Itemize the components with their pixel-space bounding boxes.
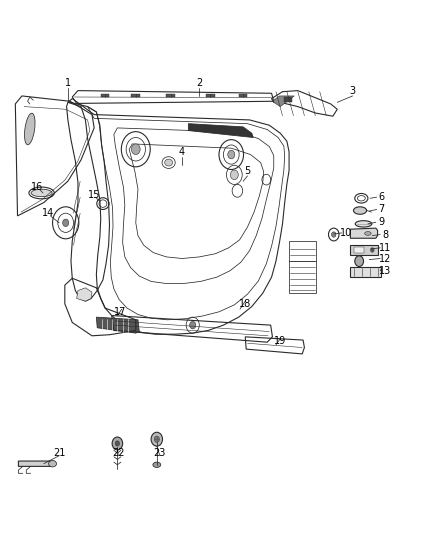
Text: 13: 13 <box>379 266 392 276</box>
Circle shape <box>228 150 235 159</box>
Ellipse shape <box>353 207 367 214</box>
Circle shape <box>154 436 159 442</box>
Circle shape <box>190 321 196 329</box>
Text: 6: 6 <box>378 192 384 202</box>
Ellipse shape <box>153 462 161 467</box>
Polygon shape <box>18 461 55 466</box>
Text: 5: 5 <box>244 166 251 175</box>
Bar <box>206 94 215 97</box>
Polygon shape <box>77 288 92 301</box>
Text: 1: 1 <box>65 78 71 87</box>
Ellipse shape <box>49 461 57 467</box>
Bar <box>239 94 247 97</box>
Text: 12: 12 <box>379 254 392 263</box>
Polygon shape <box>188 124 253 138</box>
Text: 11: 11 <box>379 243 392 253</box>
Circle shape <box>355 256 364 266</box>
Ellipse shape <box>31 189 52 197</box>
Text: 18: 18 <box>239 299 251 309</box>
Bar <box>284 97 292 102</box>
Text: 17: 17 <box>114 307 127 317</box>
Ellipse shape <box>364 231 371 235</box>
Bar <box>166 94 175 97</box>
Circle shape <box>370 247 374 253</box>
Polygon shape <box>350 266 381 277</box>
Circle shape <box>131 144 140 155</box>
Polygon shape <box>274 96 294 107</box>
Circle shape <box>230 170 238 180</box>
Circle shape <box>63 219 69 227</box>
Text: 8: 8 <box>382 230 389 239</box>
Text: 16: 16 <box>31 182 43 191</box>
Circle shape <box>112 437 123 450</box>
Text: 15: 15 <box>88 190 100 199</box>
Ellipse shape <box>25 113 35 145</box>
Text: 2: 2 <box>196 78 202 87</box>
Circle shape <box>151 432 162 446</box>
Bar <box>354 247 364 253</box>
Circle shape <box>332 232 336 237</box>
Polygon shape <box>350 228 378 238</box>
Bar <box>101 94 110 97</box>
Text: 4: 4 <box>179 147 185 157</box>
Text: 21: 21 <box>53 448 65 458</box>
Ellipse shape <box>355 221 372 227</box>
Text: 14: 14 <box>42 208 54 218</box>
Bar <box>131 94 140 97</box>
Text: 22: 22 <box>112 448 124 458</box>
Ellipse shape <box>165 159 173 166</box>
Text: 9: 9 <box>378 217 384 227</box>
Circle shape <box>115 441 120 446</box>
Polygon shape <box>350 245 378 255</box>
Text: 10: 10 <box>340 228 352 238</box>
Text: 23: 23 <box>154 448 166 458</box>
Text: 19: 19 <box>274 336 286 346</box>
Text: 7: 7 <box>378 205 384 214</box>
Text: 3: 3 <box>350 86 356 95</box>
Polygon shape <box>96 317 139 333</box>
